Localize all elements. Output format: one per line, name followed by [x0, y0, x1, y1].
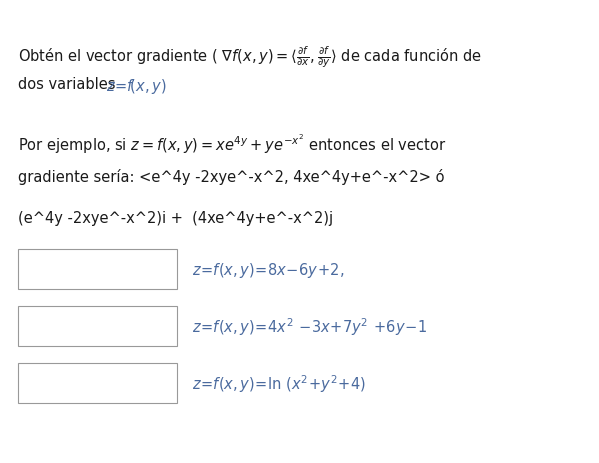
Text: gradiente sería: <e^4y -2xye^-x^2, 4xe^4y+e^-x^2> ó: gradiente sería: <e^4y -2xye^-x^2, 4xe^4… [18, 169, 444, 185]
Text: $z\!=\!f(x,y)\!=\!\ln\,(x^2\!+\!y^2\!+\!4)$: $z\!=\!f(x,y)\!=\!\ln\,(x^2\!+\!y^2\!+\!… [192, 373, 366, 394]
Text: dos variables: dos variables [18, 76, 120, 91]
Text: $z\!=\!f\!\left(x,y\right)$: $z\!=\!f\!\left(x,y\right)$ [106, 76, 167, 95]
Text: (e^4y -2xye^-x^2)i +  (4xe^4y+e^-x^2)j: (e^4y -2xye^-x^2)i + (4xe^4y+e^-x^2)j [18, 211, 333, 225]
FancyBboxPatch shape [18, 307, 177, 346]
FancyBboxPatch shape [18, 249, 177, 290]
Text: $z\!=\!f(x,y)\!=\!8x\!-\!6y\!+\!2,$: $z\!=\!f(x,y)\!=\!8x\!-\!6y\!+\!2,$ [192, 260, 344, 279]
FancyBboxPatch shape [18, 363, 177, 403]
Text: Obtén el vector gradiente ( $\nabla f(x, y) = \langle\frac{\partial f}{\partial : Obtén el vector gradiente ( $\nabla f(x,… [18, 44, 482, 70]
Text: $z\!=\!f(x,y)\!=\!4x^2\,-\!3x\!+\!7y^2\,+\!6y\!-\!1$: $z\!=\!f(x,y)\!=\!4x^2\,-\!3x\!+\!7y^2\,… [192, 316, 426, 337]
Text: Por ejemplo, si $z = f(x, y) = xe^{4y} + ye^{-x^2}$ entonces el vector: Por ejemplo, si $z = f(x, y) = xe^{4y} +… [18, 132, 446, 156]
